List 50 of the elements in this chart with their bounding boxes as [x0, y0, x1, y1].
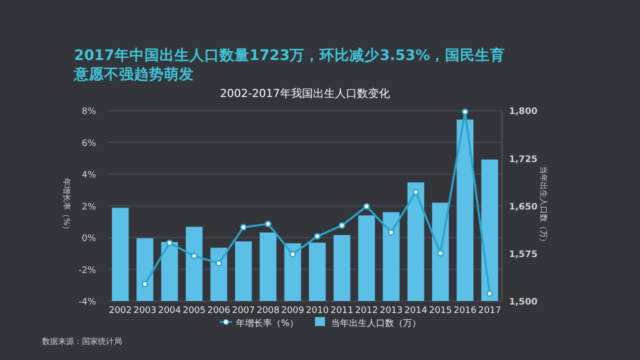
y2-axis-title: 当年出生人口数（万） [539, 166, 548, 246]
x-tick-label: 2015 [428, 306, 452, 316]
source-note: 数据来源：国家统计局 [42, 337, 122, 346]
x-tick-label: 2012 [355, 306, 378, 316]
y-axis-title: 年增长率（%） [62, 178, 71, 234]
x-tick-label: 2016 [454, 306, 477, 316]
y-tick-label: 6% [82, 138, 96, 149]
y-tick-label: 4% [82, 170, 96, 181]
point [363, 202, 370, 210]
point [289, 250, 296, 258]
x-tick-label: 2004 [158, 306, 182, 316]
point [437, 250, 444, 257]
y-tick-label: 2% [82, 202, 96, 212]
y2-tick-label: 1,800 [509, 107, 538, 118]
x-tick-label: 2008 [256, 306, 280, 316]
x-tick-label: 2005 [182, 306, 206, 316]
legend-label: 年增长率（%） [236, 318, 299, 329]
x-tick-label: 2010 [306, 306, 330, 316]
x-tick-label: 2013 [380, 306, 403, 316]
y-tick-label: 8% [82, 107, 96, 118]
point [486, 290, 494, 297]
y-tick-label: -4% [78, 298, 96, 308]
x-tick-label: 2007 [232, 306, 255, 316]
x-tick-label: 2003 [133, 306, 156, 316]
y2-tick-label: 1,500 [509, 298, 538, 308]
legend-label: 当年出生人口数（万） [331, 318, 421, 329]
x-tick-label: 2011 [330, 306, 354, 316]
point [264, 220, 272, 228]
chart-subtitle: 2002-2017年我国出生人口数变化 [220, 87, 390, 100]
point [142, 280, 148, 288]
y2-tick-label: 1,650 [509, 202, 538, 212]
point [240, 224, 247, 231]
point [338, 222, 346, 229]
point [388, 228, 395, 236]
point [412, 188, 420, 196]
x-tick-label: 2006 [207, 306, 231, 316]
x-tick-label: 2014 [404, 306, 428, 316]
chart-title: 2017年中国出生人口数量1723万，环比减少3.53%，国民生育意愿不强趋势萌发 [73, 46, 506, 83]
point [190, 252, 198, 260]
point [314, 232, 321, 240]
point [166, 240, 173, 246]
y-tick-label: 0% [82, 234, 96, 244]
x-tick-label: 2009 [281, 306, 304, 316]
x-tick-label: 2002 [108, 306, 132, 316]
point [462, 108, 468, 116]
point [215, 260, 222, 267]
y2-tick-label: 1,575 [509, 250, 538, 260]
x-tick-label: 2017 [478, 306, 502, 316]
y-tick-label: -2% [78, 266, 96, 276]
y2-tick-label: 1,725 [509, 154, 538, 165]
